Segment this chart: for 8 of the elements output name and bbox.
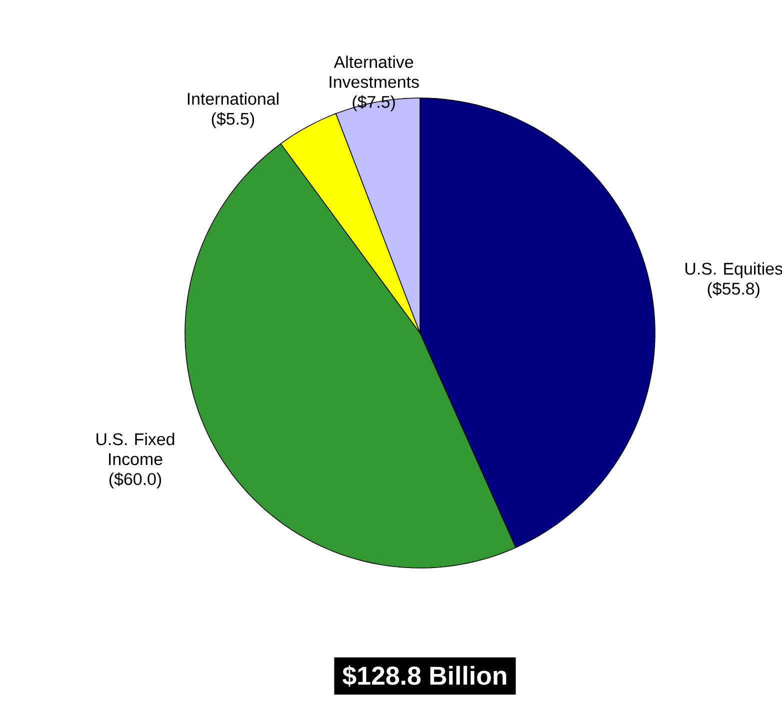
slice-label: U.S. Fixed Income [96, 432, 174, 466]
slice-label: Alternative Investments [330, 56, 419, 88]
slice-label: U.S. Equities [686, 262, 782, 278]
data-label: ($5.5) [212, 112, 254, 128]
data-label: ($60.0) [109, 472, 162, 488]
text: $128.8 Billion [342, 665, 506, 687]
slice-label: International [188, 92, 278, 105]
data-label: ($55.8) [708, 282, 760, 298]
